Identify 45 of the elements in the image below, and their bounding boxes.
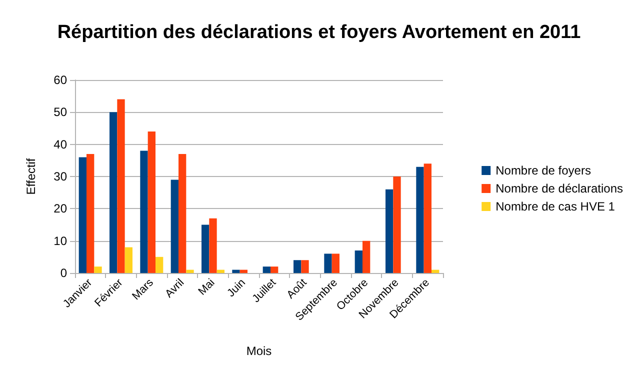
legend-label: Nombre de foyers xyxy=(496,164,591,178)
bar xyxy=(240,270,248,273)
bar xyxy=(202,224,210,273)
bar xyxy=(209,218,217,273)
bar xyxy=(124,247,132,273)
legend-label: Nombre de déclarations xyxy=(496,182,624,196)
bar xyxy=(324,254,332,273)
bar xyxy=(362,240,370,273)
bar xyxy=(117,99,125,273)
bar xyxy=(216,270,224,273)
legend-label: Nombre de cas HVE 1 xyxy=(496,200,616,214)
bar xyxy=(262,266,270,273)
bar xyxy=(170,180,178,273)
bar xyxy=(424,164,432,273)
bar xyxy=(386,189,394,273)
y-tick-label: 40 xyxy=(54,137,68,152)
chart-title: Répartition des déclarations et foyers Avortement en 2011 xyxy=(57,22,582,43)
bar xyxy=(232,270,240,273)
bar xyxy=(148,131,156,273)
x-tick-label: Juin xyxy=(225,276,248,300)
bar xyxy=(140,150,148,273)
bar xyxy=(332,254,340,273)
bar xyxy=(178,154,186,273)
bar xyxy=(78,157,86,273)
bar xyxy=(156,256,164,273)
x-tick-label: Mai xyxy=(196,276,218,298)
bar xyxy=(301,260,309,273)
y-tick-label: 60 xyxy=(54,73,68,87)
bar xyxy=(432,270,440,273)
y-tick-label: 10 xyxy=(54,234,68,248)
bar xyxy=(393,176,401,273)
bar xyxy=(110,112,118,273)
bar xyxy=(86,154,94,273)
y-axis-title: Effectif xyxy=(24,158,38,195)
bar xyxy=(270,266,278,273)
x-axis-title: Mois xyxy=(246,344,272,358)
bar xyxy=(186,270,194,273)
bar xyxy=(94,266,102,273)
y-tick-label: 0 xyxy=(60,266,68,280)
bar xyxy=(416,166,424,273)
bar xyxy=(294,260,302,273)
y-tick-label: 50 xyxy=(54,105,68,120)
bar xyxy=(354,250,362,273)
y-tick-label: 30 xyxy=(54,170,68,184)
y-tick-label: 20 xyxy=(54,202,68,216)
